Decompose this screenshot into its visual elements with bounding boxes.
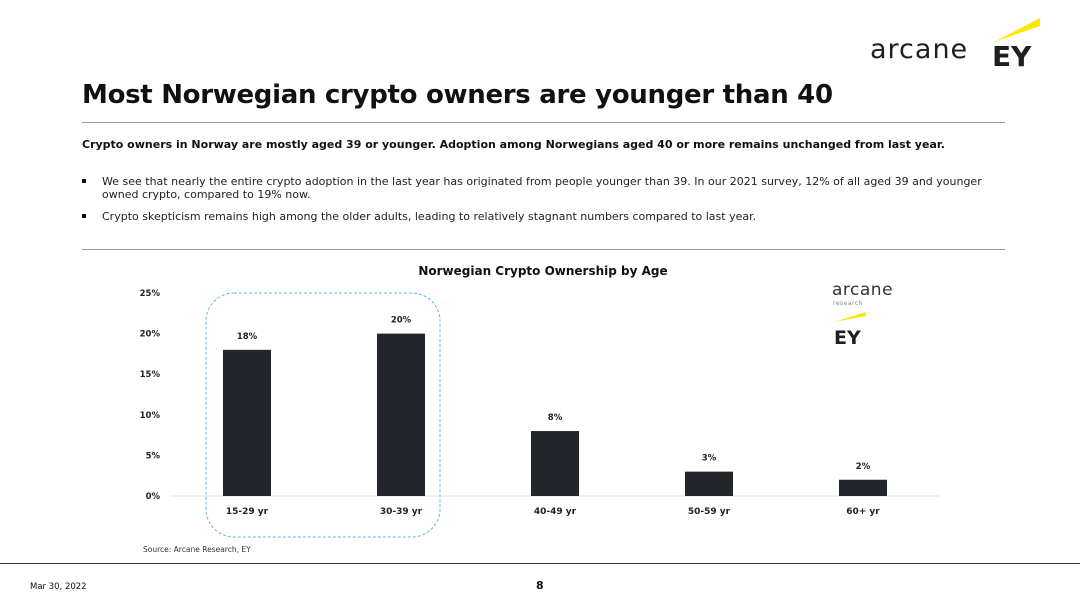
bullet-icon — [82, 214, 86, 218]
bar — [223, 349, 271, 496]
page-title: Most Norwegian crypto owners are younger… — [82, 80, 833, 110]
ey-logo-text: EY — [992, 40, 1032, 68]
chart-logo: arcane research EY — [830, 280, 910, 350]
y-tick-label: 20% — [140, 330, 161, 340]
brand-logo: arcane EY — [840, 18, 1040, 68]
chart-title: Norwegian Crypto Ownership by Age — [418, 264, 668, 278]
page-number: 8 — [536, 579, 544, 592]
bullet-item: Crypto skepticism remains high among the… — [82, 210, 1002, 223]
chart-logo-research-text: research — [833, 300, 863, 307]
data-label: 8% — [548, 413, 563, 423]
ey-logo-beam — [994, 18, 1040, 42]
x-tick-label: 30-39 yr — [380, 507, 423, 517]
title-divider — [82, 122, 1005, 123]
ey-logo-icon: EY — [992, 18, 1040, 68]
bullet-text: Crypto skepticism remains high among the… — [102, 210, 757, 223]
chart-source: Source: Arcane Research, EY — [143, 545, 251, 554]
data-label: 18% — [237, 332, 258, 342]
section-divider — [82, 249, 1005, 250]
chart-ey-text: EY — [834, 327, 861, 348]
data-label: 20% — [391, 316, 412, 326]
chart-ey-logo-icon: EY — [834, 312, 866, 348]
y-tick-label: 10% — [140, 411, 161, 421]
bullet-icon — [82, 179, 86, 183]
data-label: 3% — [702, 454, 717, 464]
bar — [377, 333, 425, 496]
bullet-item: We see that nearly the entire crypto ado… — [82, 175, 1002, 201]
bullet-list: We see that nearly the entire crypto ado… — [82, 175, 1002, 232]
bar — [531, 431, 579, 496]
chart-logo-arcane-text: arcane — [832, 280, 894, 300]
y-tick-label: 5% — [146, 451, 161, 461]
bullet-text: We see that nearly the entire crypto ado… — [102, 175, 982, 201]
x-tick-label: 60+ yr — [846, 507, 880, 517]
bar — [685, 471, 733, 496]
y-tick-label: 0% — [146, 492, 161, 502]
data-label: 2% — [856, 462, 871, 472]
x-tick-label: 50-59 yr — [688, 507, 731, 517]
footer-date: Mar 30, 2022 — [30, 582, 87, 592]
bar — [839, 479, 887, 496]
x-tick-label: 40-49 yr — [534, 507, 577, 517]
arcane-logo-text: arcane — [870, 34, 969, 65]
x-tick-label: 15-29 yr — [226, 507, 269, 517]
footer-divider — [0, 563, 1080, 564]
subheading: Crypto owners in Norway are mostly aged … — [82, 138, 945, 151]
highlight-box — [205, 292, 441, 538]
y-tick-label: 15% — [140, 370, 161, 380]
y-tick-label: 25% — [140, 289, 161, 299]
chart-ey-beam — [834, 312, 866, 322]
